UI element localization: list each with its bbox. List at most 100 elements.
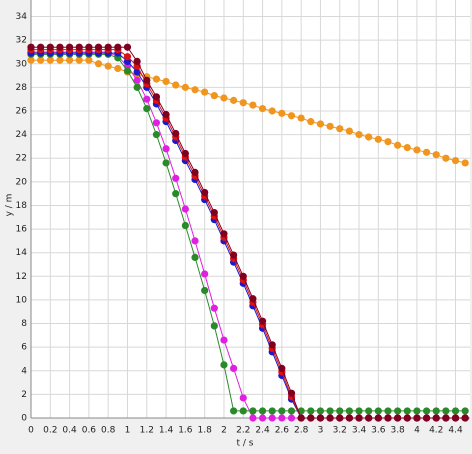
data-point [384, 407, 392, 415]
data-point [46, 56, 54, 64]
data-point [143, 76, 151, 84]
x-tick-label: 4.2 [429, 426, 443, 436]
data-point [56, 56, 64, 64]
data-point [394, 141, 402, 149]
data-point [85, 56, 93, 64]
data-point [94, 60, 103, 68]
data-point [249, 295, 257, 303]
data-point [316, 120, 325, 128]
data-point [278, 109, 286, 117]
data-point [365, 133, 373, 141]
data-point [191, 168, 199, 176]
x-tick-label: 0.8 [101, 426, 116, 436]
data-point [220, 230, 228, 238]
data-point [307, 407, 315, 415]
data-point [258, 105, 267, 113]
data-point [345, 407, 353, 415]
data-point [210, 304, 218, 312]
data-point [191, 253, 199, 262]
data-point [210, 92, 218, 100]
data-point [278, 407, 286, 415]
data-point [162, 77, 170, 86]
data-point [210, 208, 218, 217]
x-tick-label: 1.8 [198, 426, 213, 436]
y-tick-label: 30 [16, 59, 28, 69]
data-point [133, 83, 141, 91]
x-tick-label: 3.4 [352, 426, 367, 436]
data-point [442, 407, 450, 415]
data-point [287, 407, 296, 415]
data-point [268, 414, 276, 422]
x-tick-label: 4.4 [448, 426, 463, 436]
data-point [152, 119, 161, 127]
y-tick-label: 18 [16, 201, 28, 211]
data-point [133, 76, 141, 84]
series-line [31, 59, 466, 164]
data-point [394, 414, 402, 422]
x-tick-label: 3.2 [333, 426, 347, 436]
data-point [191, 237, 199, 245]
data-point [201, 188, 209, 197]
data-point [56, 43, 64, 51]
data-point [230, 96, 238, 104]
x-tick-label: 0.6 [82, 426, 97, 436]
data-point [27, 56, 35, 64]
data-point [181, 83, 189, 91]
data-point [287, 414, 296, 422]
data-point [355, 131, 363, 139]
data-point [451, 407, 460, 415]
data-point [210, 322, 218, 330]
data-point [75, 43, 83, 51]
data-point [181, 149, 189, 158]
data-point [258, 407, 267, 415]
x-tick-label: 2.8 [294, 426, 309, 436]
data-point [413, 146, 421, 154]
data-point [162, 145, 170, 153]
data-point [432, 151, 440, 159]
data-point [278, 364, 286, 373]
y-tick-label: 8 [21, 319, 27, 329]
data-point [230, 407, 238, 415]
data-point [316, 407, 325, 415]
data-point [297, 114, 305, 122]
data-point [461, 414, 469, 422]
data-point [239, 99, 247, 107]
data-point [374, 407, 382, 415]
x-tick-label: 4 [414, 426, 420, 436]
data-point [355, 407, 363, 415]
data-point [326, 407, 334, 415]
data-point [249, 101, 257, 109]
data-point [384, 414, 392, 422]
data-point [104, 62, 112, 70]
data-point [220, 336, 228, 344]
data-point [94, 43, 103, 51]
y-tick-label: 10 [16, 295, 28, 305]
data-point [249, 407, 257, 415]
data-point [403, 407, 411, 415]
x-tick-label: 2.6 [275, 426, 290, 436]
y-tick-label: 24 [16, 130, 28, 140]
data-point [65, 56, 74, 64]
y-tick-label: 34 [16, 12, 28, 22]
data-point [230, 364, 238, 373]
data-point [374, 135, 382, 143]
data-point [133, 57, 141, 66]
data-point [374, 414, 382, 422]
x-axis-label: t / s [237, 439, 254, 449]
data-point [123, 53, 132, 61]
data-point [365, 407, 373, 415]
x-tick-label: 1 [125, 426, 131, 436]
data-point [297, 414, 305, 422]
data-point [287, 112, 296, 120]
y-tick-label: 2 [21, 390, 27, 400]
data-point [65, 43, 74, 51]
data-point [152, 131, 161, 139]
x-tick-label: 1.6 [178, 426, 193, 436]
data-point [201, 286, 209, 295]
series-line [31, 46, 466, 419]
data-point [258, 317, 267, 325]
data-point [239, 272, 247, 280]
data-point [37, 43, 45, 51]
x-tick-label: 3 [318, 426, 324, 436]
